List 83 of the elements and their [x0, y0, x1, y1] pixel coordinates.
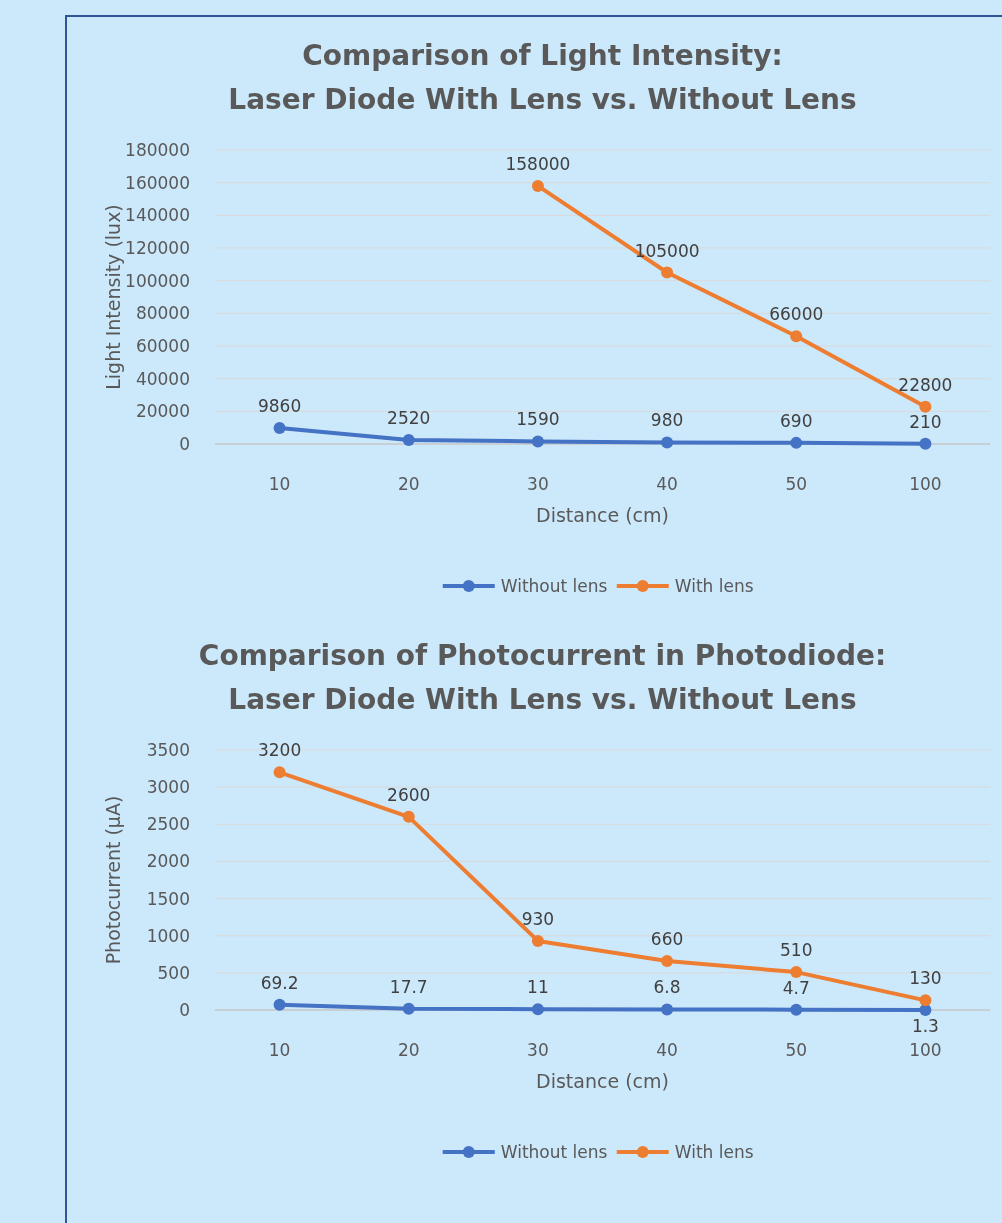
x-axis-title: Distance (cm) [536, 1070, 669, 1092]
y-tick-label: 2500 [146, 814, 190, 835]
data-label: 510 [780, 940, 813, 961]
y-tick-label: 60000 [135, 336, 190, 356]
data-label: 1.3 [911, 1015, 939, 1036]
y-tick-label: 500 [157, 962, 190, 983]
chart-title: Comparison of Photocurrent in Photodiode: Laser Diode With Lens vs. Without Lens [198, 639, 887, 716]
point [531, 934, 544, 947]
data-label: 105000 [634, 240, 700, 261]
x-tick-label: 30 [527, 474, 549, 494]
point [273, 998, 286, 1011]
legend-label: Without lens [500, 576, 608, 596]
x-tick-label: 40 [656, 1040, 678, 1060]
point [790, 966, 803, 979]
x-tick-label: 20 [397, 474, 420, 494]
data-label: 1590 [516, 409, 560, 430]
point [402, 433, 415, 446]
x-tick-label: 100 [909, 474, 942, 494]
y-tick-label: 0 [179, 1000, 190, 1020]
point [919, 400, 932, 413]
y-tick-label: 3000 [146, 777, 190, 798]
x-tick-label: 50 [785, 474, 808, 494]
y-axis-title: Light Intensity (lux) [102, 204, 124, 390]
data-label: 9860 [257, 395, 302, 416]
point [402, 1002, 415, 1015]
x-tick-label: 100 [909, 1040, 942, 1060]
y-tick-label: 100000 [125, 270, 190, 291]
x-tick-label: 20 [397, 1040, 420, 1060]
y-tick-label: 20000 [135, 401, 190, 422]
x-tick-label: 50 [785, 1040, 808, 1060]
data-label: 66000 [769, 304, 824, 325]
x-tick-label: 30 [527, 1040, 549, 1060]
point [790, 436, 803, 449]
data-label: 4.7 [782, 977, 810, 998]
legend-label: With lens [674, 576, 754, 596]
data-label: 660 [650, 928, 684, 949]
y-tick-label: 40000 [135, 368, 190, 389]
point [661, 436, 674, 449]
point [661, 1003, 674, 1016]
point [531, 179, 544, 192]
point [790, 1003, 803, 1016]
data-label: 930 [521, 908, 555, 929]
data-label: 6.8 [653, 977, 681, 998]
data-label: 2600 [387, 784, 431, 805]
y-tick-label: 80000 [135, 303, 190, 324]
y-tick-label: 2000 [146, 851, 190, 872]
x-tick-label: 40 [656, 474, 678, 494]
point [531, 1003, 544, 1016]
legend-label: Without lens [500, 1142, 608, 1162]
chart-title: Comparison of Light Intensity: Laser Diode With Lens vs. Without Lens [228, 39, 857, 116]
data-label: 2520 [387, 407, 431, 428]
point [273, 421, 286, 434]
y-tick-label: 180000 [125, 140, 190, 160]
point [402, 810, 415, 823]
data-label: 3200 [257, 740, 302, 761]
data-label: 980 [650, 410, 684, 431]
point [661, 266, 674, 279]
data-label: 690 [780, 410, 813, 431]
data-label: 11 [527, 977, 549, 998]
y-tick-label: 0 [179, 434, 190, 454]
data-label: 69.2 [260, 972, 299, 993]
data-label: 158000 [505, 153, 571, 174]
point [919, 994, 932, 1007]
data-label: 210 [909, 411, 942, 432]
point [273, 766, 286, 779]
y-tick-label: 140000 [125, 205, 190, 226]
y-tick-label: 1000 [146, 925, 190, 946]
x-tick-label: 10 [268, 1040, 291, 1060]
y-axis-title: Photocurrent (µA) [102, 795, 124, 965]
data-label: 22800 [898, 374, 953, 395]
x-axis-title: Distance (cm) [536, 504, 669, 526]
y-tick-label: 3500 [146, 740, 190, 760]
y-tick-label: 160000 [125, 172, 190, 193]
x-tick-label: 10 [268, 474, 291, 494]
point [661, 954, 674, 967]
point [531, 435, 544, 448]
legend-label: With lens [674, 1142, 754, 1162]
y-tick-label: 1500 [146, 888, 190, 909]
y-tick-label: 120000 [125, 238, 190, 258]
point [790, 330, 803, 343]
data-label: 130 [909, 968, 942, 989]
point [919, 437, 932, 450]
data-label: 17.7 [389, 976, 428, 997]
